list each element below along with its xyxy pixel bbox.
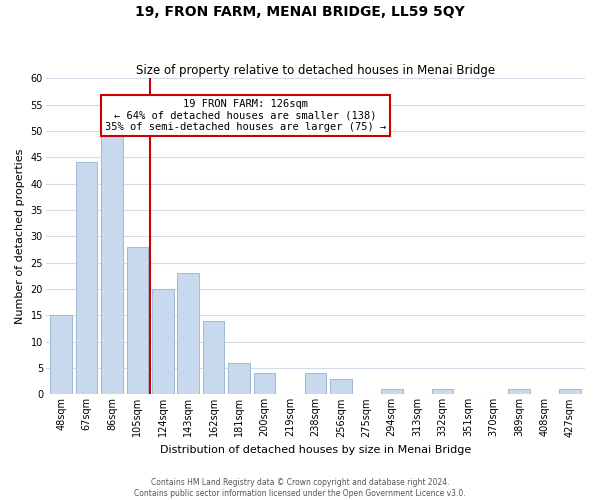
Bar — [178, 273, 199, 394]
Bar — [203, 320, 224, 394]
Bar — [508, 389, 530, 394]
Bar — [381, 389, 403, 394]
Bar — [101, 131, 123, 394]
Bar — [254, 374, 275, 394]
Title: Size of property relative to detached houses in Menai Bridge: Size of property relative to detached ho… — [136, 64, 495, 77]
Bar — [50, 316, 72, 394]
Text: 19 FRON FARM: 126sqm
← 64% of detached houses are smaller (138)
35% of semi-deta: 19 FRON FARM: 126sqm ← 64% of detached h… — [104, 98, 386, 132]
Bar — [559, 389, 581, 394]
Bar — [229, 363, 250, 394]
Bar — [432, 389, 454, 394]
Bar — [127, 247, 148, 394]
Y-axis label: Number of detached properties: Number of detached properties — [15, 148, 25, 324]
Bar — [305, 374, 326, 394]
X-axis label: Distribution of detached houses by size in Menai Bridge: Distribution of detached houses by size … — [160, 445, 471, 455]
Bar — [330, 378, 352, 394]
Text: 19, FRON FARM, MENAI BRIDGE, LL59 5QY: 19, FRON FARM, MENAI BRIDGE, LL59 5QY — [135, 5, 465, 19]
Bar — [152, 289, 173, 395]
Bar — [76, 162, 97, 394]
Text: Contains HM Land Registry data © Crown copyright and database right 2024.
Contai: Contains HM Land Registry data © Crown c… — [134, 478, 466, 498]
